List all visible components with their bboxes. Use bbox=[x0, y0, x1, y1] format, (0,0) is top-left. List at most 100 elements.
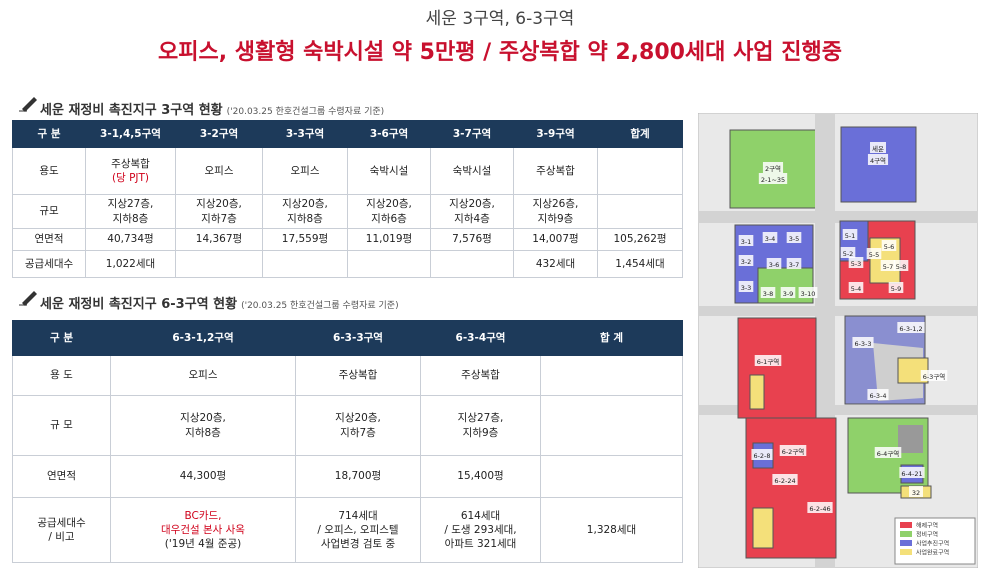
table-row: 규모 지상27층, 지하8층 지상20층, 지하7층 지상20층, 지하8층 지상20층, 지하… bbox=[12, 194, 683, 229]
cell-text: 공급세대수 bbox=[24, 257, 74, 270]
map-label-box bbox=[772, 474, 798, 485]
cell-line: 공급세대수 bbox=[37, 516, 86, 529]
table-cell: 규모 bbox=[12, 194, 86, 229]
cell-text: 주상복합 bbox=[338, 369, 378, 382]
table-cell: 주상복합 bbox=[420, 355, 541, 396]
table-cell: 주상복합 bbox=[295, 355, 421, 396]
map-label: 5-6 bbox=[884, 243, 895, 251]
cell-text: 105,262평 bbox=[613, 233, 667, 246]
map-label: 2-1~35 bbox=[761, 176, 785, 184]
cell-text: 7,576평 bbox=[452, 233, 492, 246]
map-label: 3-7 bbox=[789, 261, 800, 269]
table-cell: 용 도 bbox=[12, 355, 111, 396]
map-label-box bbox=[754, 355, 782, 366]
map-label-box bbox=[779, 445, 807, 456]
header-row: 구 분 6-3-1,2구역 6-3-3구역 6-3-4구역 합 계 bbox=[12, 320, 683, 356]
cell-text: 주상복합 bbox=[461, 369, 500, 382]
map-label-box bbox=[920, 370, 948, 381]
map-label: 3-3 bbox=[741, 284, 752, 292]
map-label: 3-10 bbox=[801, 290, 816, 298]
section-heading: 세운 재정비 촉진지구 3구역 현황 ('20.03.25 한호건설그룹 수령자료… bbox=[40, 99, 384, 118]
header-cell: 합계 bbox=[597, 120, 683, 148]
map-label: 세운 bbox=[872, 144, 884, 153]
cell-text: 1,454세대 bbox=[615, 257, 665, 270]
map-label: 6-4구역 bbox=[877, 449, 900, 458]
map-label-box bbox=[842, 229, 858, 240]
cell-text: 규 모 bbox=[50, 419, 73, 432]
table-cell: 공급세대수 / 비고 bbox=[12, 497, 111, 563]
table-cell: 연면적 bbox=[12, 455, 111, 498]
map-label: 32 bbox=[912, 489, 920, 497]
map-label-box bbox=[867, 389, 889, 400]
header-cell: 3-7구역 bbox=[430, 120, 514, 148]
map-label: 6-3-4 bbox=[869, 392, 886, 400]
cell-line: / 비고 bbox=[48, 531, 75, 543]
map-label-box bbox=[798, 287, 818, 298]
table-cell: 1,454세대 bbox=[597, 250, 683, 278]
cell-text: 규모 bbox=[39, 205, 59, 218]
map-label: 3-4 bbox=[765, 235, 776, 243]
cell-line: 아파트 321세대 bbox=[444, 538, 517, 551]
map-label: 5-3 bbox=[851, 260, 862, 268]
header-row: 구 분 3-1,4,5구역 3-2구역 3-3구역 3-6구역 3-7구역 3-9구역 합계 bbox=[12, 120, 683, 148]
cell-line: 사업변경 검토 중 bbox=[320, 538, 396, 551]
cell-line: 지상20층, bbox=[180, 412, 226, 425]
cell-line: 지상20층, bbox=[366, 198, 412, 211]
map-label-box bbox=[751, 449, 773, 460]
header-cell: 3-6구역 bbox=[347, 120, 431, 148]
table-cell: 용도 bbox=[12, 147, 86, 195]
map-label: 5-4 bbox=[851, 285, 862, 293]
cell-line: ('19년 4월 준공) bbox=[164, 538, 242, 551]
subtitle: 오피스, 생활형 숙박시설 약 5만평 / 주상복합 약 2,800세대 사업 … bbox=[158, 40, 842, 65]
table-cell bbox=[540, 395, 683, 456]
table-cell: 14,367평 bbox=[175, 228, 263, 251]
cell-text: 오피스 bbox=[204, 164, 234, 177]
table-cell: 18,700평 bbox=[295, 455, 421, 498]
cell-line: 지하6층 bbox=[371, 212, 407, 225]
map-label: 6-3-3 bbox=[854, 340, 871, 348]
map-label: 3-2 bbox=[741, 258, 752, 266]
map-label-box bbox=[897, 322, 925, 333]
heading-note: ('20.03.25 한호건설그룹 수령자료 기준) bbox=[226, 107, 385, 117]
cell-text: 주상복합 bbox=[536, 164, 575, 177]
legend-label: 해제구역 bbox=[916, 522, 938, 530]
table-cell bbox=[597, 147, 683, 195]
cell-line: 지상27층, bbox=[457, 412, 504, 425]
cell-text: 1,328세대 bbox=[586, 523, 637, 536]
table-cell: 지상26층, 지하9층 bbox=[513, 194, 598, 229]
table-row: 공급세대수 / 비고 BC카드, 대우건설 본사 사옥 ('19년 4월 준공) 714세… bbox=[12, 497, 683, 563]
cell-text: 숙박시설 bbox=[369, 164, 409, 177]
table-cell: 432세대 bbox=[513, 250, 598, 278]
table-row: 규 모 지상20층, 지하8층 지상20층, 지하7층 지상27층, 지하9층 bbox=[12, 395, 683, 456]
map-label: 6-2구역 bbox=[782, 447, 805, 456]
map-label-box bbox=[866, 248, 882, 259]
cell-text: 연면적 bbox=[47, 470, 76, 483]
cell-text: 18,700평 bbox=[334, 470, 382, 483]
cell-text: 15,400평 bbox=[457, 470, 504, 483]
table-cell: 오피스 bbox=[175, 147, 263, 195]
header-cell: 구 분 bbox=[12, 120, 86, 148]
map-label-box bbox=[786, 232, 802, 243]
cell-line: 지하8층 bbox=[287, 212, 323, 225]
heading-text: 세운 재정비 촉진지구 3구역 현황 bbox=[40, 103, 223, 118]
map-label-box bbox=[870, 142, 886, 153]
table-cell: 105,262평 bbox=[597, 228, 683, 251]
table-cell: 1,328세대 bbox=[540, 497, 683, 563]
table-row: 연면적 44,300평 18,700평 15,400평 bbox=[12, 455, 683, 498]
heading-note: ('20.03.25 한호건설그룹 수령자료 기준) bbox=[241, 301, 399, 311]
table-row: 용 도 오피스 주상복합 주상복합 bbox=[12, 355, 683, 396]
map-label: 6-2-24 bbox=[774, 477, 795, 485]
cell-line: 지하8층 bbox=[185, 426, 221, 439]
map-label-box bbox=[766, 258, 782, 269]
table-cell: 공급세대수 bbox=[12, 250, 86, 278]
map-label-box bbox=[780, 287, 796, 298]
map-label-box bbox=[762, 232, 778, 243]
map-label-box bbox=[909, 486, 923, 497]
table-cell: 지상20층, 지하7층 bbox=[295, 395, 421, 456]
cell-line: 지상20층, bbox=[282, 198, 328, 211]
map: 2구역 2-1~35 세운 4구역 3-1 3-2 3-3 3-4 3-5 3-6 3-7 3-8 3-… bbox=[698, 113, 978, 568]
map-label-box bbox=[760, 287, 776, 298]
table-row: 공급세대수 1,022세대 432세대 1,454세대 bbox=[12, 250, 683, 278]
